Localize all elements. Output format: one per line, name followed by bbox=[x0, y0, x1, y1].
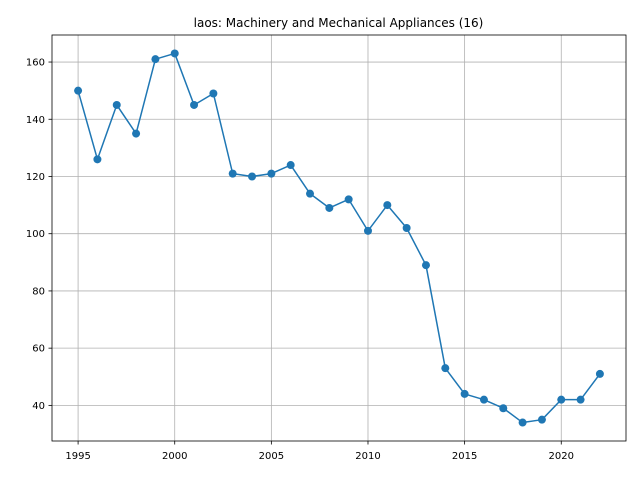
data-point bbox=[112, 100, 121, 109]
plot-frame bbox=[51, 34, 627, 442]
data-point bbox=[402, 223, 411, 232]
y-tick-label: 140 bbox=[26, 115, 45, 126]
axes bbox=[51, 34, 627, 442]
x-axis-ticks: 1995 2000 2005 2010 2015 2020 bbox=[65, 441, 574, 462]
y-tick-label: 60 bbox=[32, 344, 45, 355]
y-tick-label: 160 bbox=[26, 58, 45, 69]
data-point bbox=[518, 418, 527, 427]
data-point bbox=[537, 415, 546, 424]
data-point bbox=[441, 364, 450, 373]
data-point bbox=[93, 155, 102, 164]
data-point bbox=[460, 389, 469, 398]
data-point bbox=[363, 226, 372, 235]
y-tick-label: 40 bbox=[32, 401, 45, 412]
grid-lines bbox=[52, 35, 626, 441]
data-point bbox=[132, 129, 141, 138]
data-point bbox=[344, 195, 353, 204]
x-tick-label: 2010 bbox=[355, 451, 380, 462]
data-point bbox=[595, 369, 604, 378]
x-tick-label: 2005 bbox=[259, 451, 284, 462]
series-group bbox=[74, 49, 604, 427]
data-point bbox=[286, 161, 295, 170]
y-tick-label: 120 bbox=[26, 172, 45, 183]
data-point bbox=[170, 49, 179, 58]
data-point bbox=[228, 169, 237, 178]
data-point bbox=[576, 395, 585, 404]
data-point bbox=[325, 203, 334, 212]
data-point bbox=[421, 261, 430, 270]
data-point bbox=[499, 404, 508, 413]
data-point bbox=[248, 172, 257, 181]
data-point bbox=[151, 55, 160, 64]
data-point bbox=[306, 189, 315, 198]
chart-title: laos: Machinery and Mechanical Appliance… bbox=[194, 16, 484, 30]
y-tick-label: 80 bbox=[32, 286, 45, 297]
data-point bbox=[557, 395, 566, 404]
x-tick-label: 2015 bbox=[452, 451, 477, 462]
y-axis-ticks: 40 60 80 100 120 140 160 bbox=[26, 58, 52, 412]
y-tick-label: 100 bbox=[26, 229, 45, 240]
data-point bbox=[267, 169, 276, 178]
data-point bbox=[383, 201, 392, 210]
series-line bbox=[77, 52, 601, 424]
data-point bbox=[74, 86, 83, 95]
data-point bbox=[209, 89, 218, 98]
data-point bbox=[190, 100, 199, 109]
data-point bbox=[479, 395, 488, 404]
x-tick-label: 2020 bbox=[549, 451, 574, 462]
x-tick-label: 1995 bbox=[65, 451, 90, 462]
x-tick-label: 2000 bbox=[162, 451, 187, 462]
